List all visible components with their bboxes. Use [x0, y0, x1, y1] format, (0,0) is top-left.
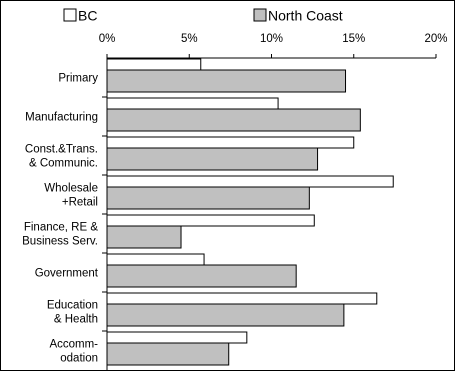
bar-1-3 [106, 186, 310, 210]
bar-1-1 [106, 108, 361, 132]
category-label-line: +Retail [62, 197, 98, 209]
legend-swatch-0 [63, 8, 77, 22]
x-tick-label-2: 10% [260, 33, 283, 45]
bar-1-5 [106, 264, 297, 288]
bar-0-4 [106, 214, 315, 227]
bars [106, 58, 394, 366]
category-label-line: Business Serv. [22, 236, 98, 248]
legend-label-0: BC [78, 8, 97, 24]
category-label-line: Wholesale [44, 183, 98, 195]
x-tick-label-0: 0% [99, 33, 116, 45]
bar-1-7 [106, 342, 230, 366]
bar-1-4 [106, 225, 182, 249]
category-label-line: odation [60, 353, 98, 365]
category-label-line: Const.&Trans. [25, 144, 98, 156]
category-label-6: Education & Health [47, 300, 98, 326]
bar-0-5 [106, 253, 205, 266]
bar-0-2 [106, 136, 355, 149]
x-tick-label-3: 15% [342, 33, 365, 45]
legend-swatch-1 [253, 8, 267, 22]
category-label-4: Finance, RE & Business Serv. [22, 222, 98, 248]
category-label-1: Manufacturing [25, 112, 98, 124]
category-labels: Primary Manufacturing Const.&Trans. & Commu… [22, 73, 107, 365]
bar-0-0 [106, 58, 202, 71]
category-label-2: Const.&Trans. & Communic. [25, 144, 98, 170]
bar-1-0 [106, 69, 347, 93]
category-label-line: Manufacturing [25, 112, 98, 124]
bar-0-7 [106, 331, 248, 344]
bar-1-2 [106, 147, 319, 171]
category-label-line: Primary [58, 73, 98, 85]
category-label-7: Accomm-odation [49, 339, 98, 365]
category-label-line: Accomm- [49, 339, 98, 351]
bar-0-6 [106, 292, 378, 305]
category-label-5: Government [35, 268, 99, 280]
x-tick-label-1: 5% [181, 33, 198, 45]
legend-label-1: North Coast [268, 8, 343, 24]
category-label-line: & Communic. [29, 158, 98, 170]
category-label-0: Primary [58, 73, 98, 85]
category-label-line: & Health [54, 314, 98, 326]
category-label-line: Finance, RE & [24, 222, 98, 234]
category-label-line: Education [47, 300, 98, 312]
legend: BC North Coast [63, 8, 343, 24]
bar-0-1 [106, 97, 279, 110]
category-label-3: Wholesale +Retail [44, 183, 98, 209]
bar-0-3 [106, 175, 394, 188]
x-tick-label-4: 20% [424, 33, 447, 45]
bar-1-6 [106, 303, 345, 327]
category-label-line: Government [35, 268, 99, 280]
